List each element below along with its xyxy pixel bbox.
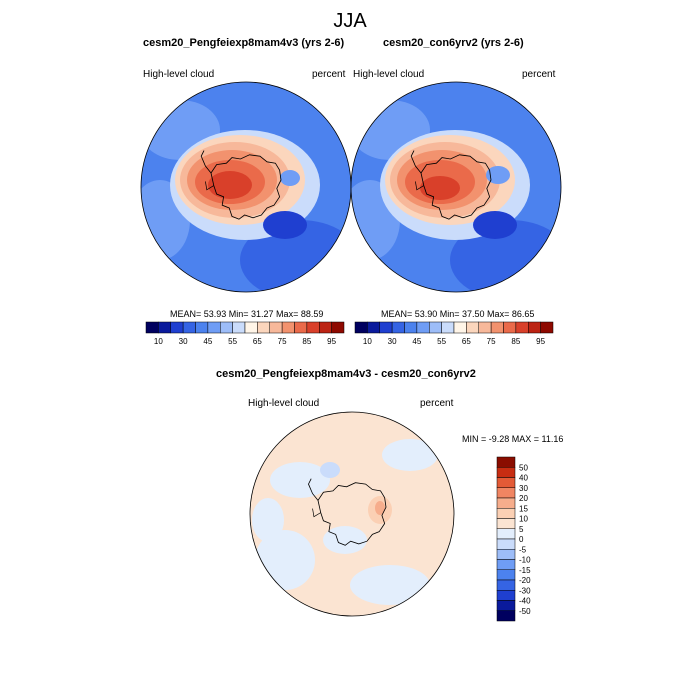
colorbar-3-tick-label: 30 (519, 484, 528, 493)
colorbar-1: 10 30 45 55 65 75 85 95 (145, 321, 345, 346)
colorbar-3-tick-label: 0 (519, 535, 524, 544)
colorbar-1-swatch (170, 321, 184, 334)
colorbar-1-tick-label: 85 (302, 337, 311, 346)
panel-2-stats: MEAN= 53.90 Min= 37.50 Max= 86.65 (381, 309, 535, 319)
colorbar-3-swatch (496, 477, 516, 488)
colorbar-2-swatch (466, 321, 479, 334)
colorbar-2-tick-label: 95 (536, 337, 545, 346)
colorbar-1-tick-label: 55 (228, 337, 237, 346)
panel-3-variable-label: High-level cloud (248, 398, 320, 409)
colorbar-2-swatch (515, 321, 529, 334)
colorbar-2-swatch (528, 321, 541, 334)
colorbar-3-swatch (496, 487, 516, 499)
colorbar-2-swatch (453, 321, 467, 334)
colorbar-2-swatch (391, 321, 405, 334)
map-2-field (351, 82, 561, 292)
colorbar-2-tick-label: 10 (363, 337, 372, 346)
colorbar-1-swatch (158, 321, 171, 334)
colorbar-1-swatch (257, 321, 270, 334)
colorbar-1-swatch (232, 321, 246, 334)
colorbar-1-swatch (331, 321, 345, 334)
colorbar-1-swatch (269, 321, 283, 334)
colorbar-3-tick-label: -40 (519, 597, 531, 606)
colorbar-1-swatch (306, 321, 320, 334)
colorbar-3-swatch (496, 600, 516, 611)
colorbar-1-swatch (207, 321, 221, 334)
colorbar-2-swatch (379, 321, 393, 334)
colorbar-2-tick-label: 55 (437, 337, 446, 346)
colorbar-1-tick-label: 65 (253, 337, 262, 346)
page-title: JJA (333, 10, 367, 32)
colorbar-1-swatch (244, 321, 258, 334)
colorbar-2-swatch (540, 321, 554, 334)
colorbar-2-swatch (416, 321, 430, 334)
colorbar-3-swatch (496, 610, 516, 622)
colorbar-2-tick-label: 85 (511, 337, 520, 346)
colorbar-3-tick-label: 15 (519, 504, 528, 513)
colorbar-2-swatch (441, 321, 455, 334)
colorbar-1-tick-label: 30 (179, 337, 188, 346)
colorbar-2-swatch (503, 321, 517, 334)
colorbar-3-swatch (496, 569, 516, 581)
colorbar-2-swatch (354, 321, 368, 334)
colorbar-3-swatch (496, 497, 516, 509)
colorbar-3-tick-label: -20 (519, 576, 531, 585)
panel-1-units-label: percent (312, 69, 346, 80)
colorbar-2-swatch (404, 321, 418, 334)
colorbar-3-tick-label: -30 (519, 586, 531, 595)
colorbar-2-swatch (478, 321, 492, 334)
colorbar-3-tick-label: -10 (519, 556, 531, 565)
colorbar-3-swatch (496, 538, 516, 550)
panel-1-title: cesm20_Pengfeiexp8mam4v3 (yrs 2-6) (143, 37, 345, 49)
colorbar-2: 10 30 45 55 65 75 85 95 (354, 321, 554, 346)
colorbar-3-tick-label: -50 (519, 607, 531, 616)
colorbar-3-swatch (496, 559, 516, 570)
map-1-field (141, 82, 351, 292)
colorbar-2-swatch (429, 321, 442, 334)
colorbar-3-tick-label: 40 (519, 474, 528, 483)
colorbar-2-swatch (490, 321, 504, 334)
colorbar-3-swatch (496, 456, 516, 468)
panel-2-title: cesm20_con6yrv2 (yrs 2-6) (383, 37, 524, 49)
colorbar-1-tick-label: 75 (278, 337, 287, 346)
panel-3-stats: MIN = -9.28 MAX = 11.16 (462, 434, 564, 444)
colorbar-3-tick-label: 10 (519, 515, 528, 524)
colorbar-2-tick-label: 30 (388, 337, 397, 346)
colorbar-3-swatch (496, 508, 516, 519)
colorbar-3-swatch (496, 579, 516, 591)
colorbar-2-tick-label: 45 (412, 337, 421, 346)
colorbar-3-tick-label: -15 (519, 566, 531, 575)
colorbar-1-swatch (281, 321, 295, 334)
colorbar-1-tick-label: 95 (327, 337, 336, 346)
panel-1-variable-label: High-level cloud (143, 69, 215, 80)
panel-1-stats: MEAN= 53.93 Min= 31.27 Max= 88.59 (170, 309, 324, 319)
panel-2-units-label: percent (522, 69, 556, 80)
colorbar-1-tick-label: 10 (154, 337, 163, 346)
colorbar-3-tick-label: 5 (519, 525, 524, 534)
colorbar-1-swatch (145, 321, 159, 334)
colorbar-1-swatch (220, 321, 233, 334)
colorbar-3-swatch (496, 518, 516, 529)
panel-2-variable-label: High-level cloud (353, 69, 425, 80)
colorbar-2-tick-label: 75 (487, 337, 496, 346)
colorbar-1-swatch (182, 321, 196, 334)
colorbar-3-tick-label: -5 (519, 545, 527, 554)
colorbar-3-tick-label: 20 (519, 494, 528, 503)
colorbar-1-swatch (195, 321, 209, 334)
colorbar-2-tick-label: 65 (462, 337, 471, 346)
colorbar-1-tick-label: 45 (203, 337, 212, 346)
panel-3-units-label: percent (420, 398, 454, 409)
map-3-field (250, 412, 454, 616)
colorbar-3-swatch (496, 528, 516, 540)
colorbar-1-swatch (294, 321, 308, 334)
colorbar-3-swatch (496, 549, 516, 560)
colorbar-3-swatch (496, 467, 516, 478)
colorbar-2-swatch (367, 321, 380, 334)
panel-3-title: cesm20_Pengfeiexp8mam4v3 - cesm20_con6yr… (216, 368, 476, 380)
colorbar-1-swatch (319, 321, 332, 334)
colorbar-3-tick-label: 50 (519, 463, 528, 472)
colorbar-3-swatch (496, 590, 516, 601)
